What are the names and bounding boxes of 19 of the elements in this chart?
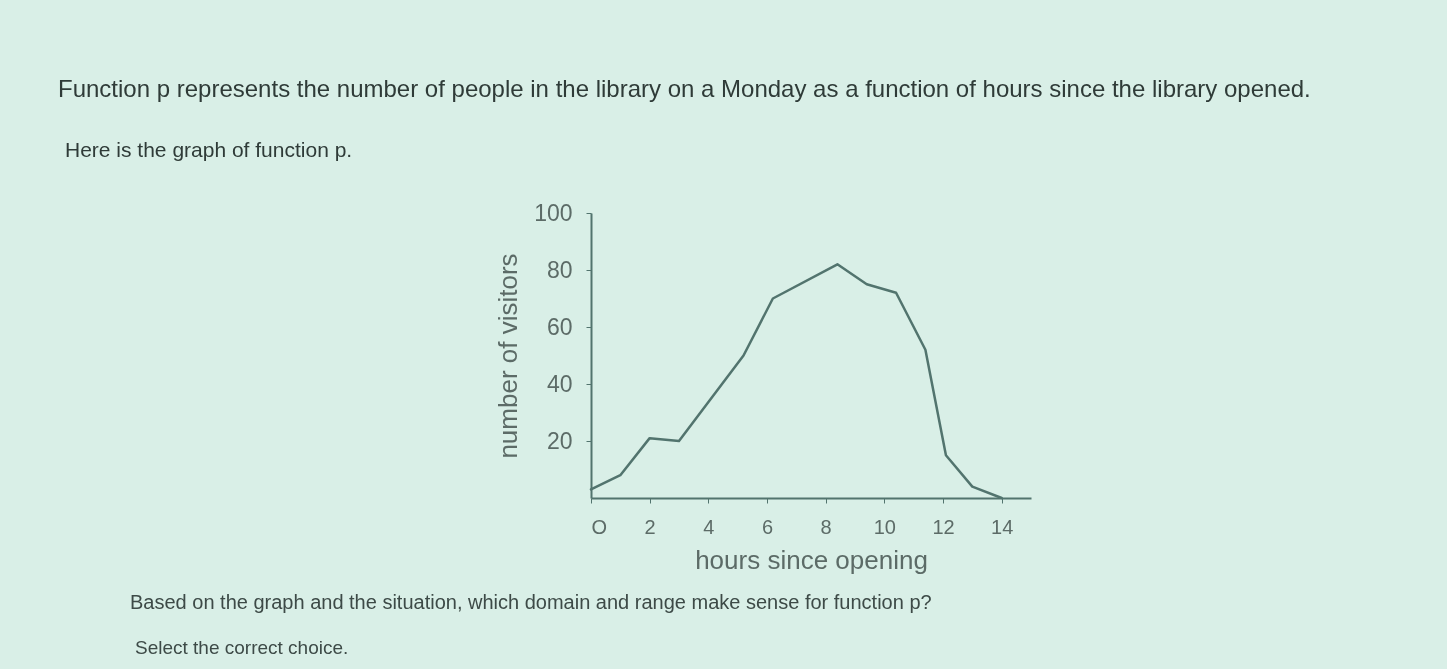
x-tick-label: 4: [703, 515, 715, 538]
chart-title: Function p represents the number of people in the library on a Monday as a function of hours since the library opened.: [58, 75, 1311, 102]
x-tick-label: O: [591, 515, 608, 538]
y-tick-label: 100: [534, 199, 573, 226]
x-tick-label: 8: [820, 515, 832, 538]
text: Here is the graph of function p.: [65, 138, 353, 161]
x-tick-label: 2: [644, 515, 656, 538]
text: Based on the graph and the situation, which domain and range make sense for function p?: [130, 591, 932, 613]
text: Select the correct choice.: [135, 637, 349, 658]
y-tick-label: 20: [546, 427, 573, 454]
y-tick-label: 40: [546, 370, 573, 397]
x-tick-label: 12: [932, 515, 955, 538]
y-tick-label: 80: [546, 256, 573, 283]
x-tick-label: 14: [991, 515, 1014, 538]
x-axis-title: hours since opening: [695, 544, 928, 575]
y-tick-label: 60: [546, 313, 573, 340]
y-axis-title: number of visitors: [493, 253, 524, 459]
x-tick-label: 6: [761, 515, 774, 538]
x-tick-label: 10: [873, 515, 896, 538]
